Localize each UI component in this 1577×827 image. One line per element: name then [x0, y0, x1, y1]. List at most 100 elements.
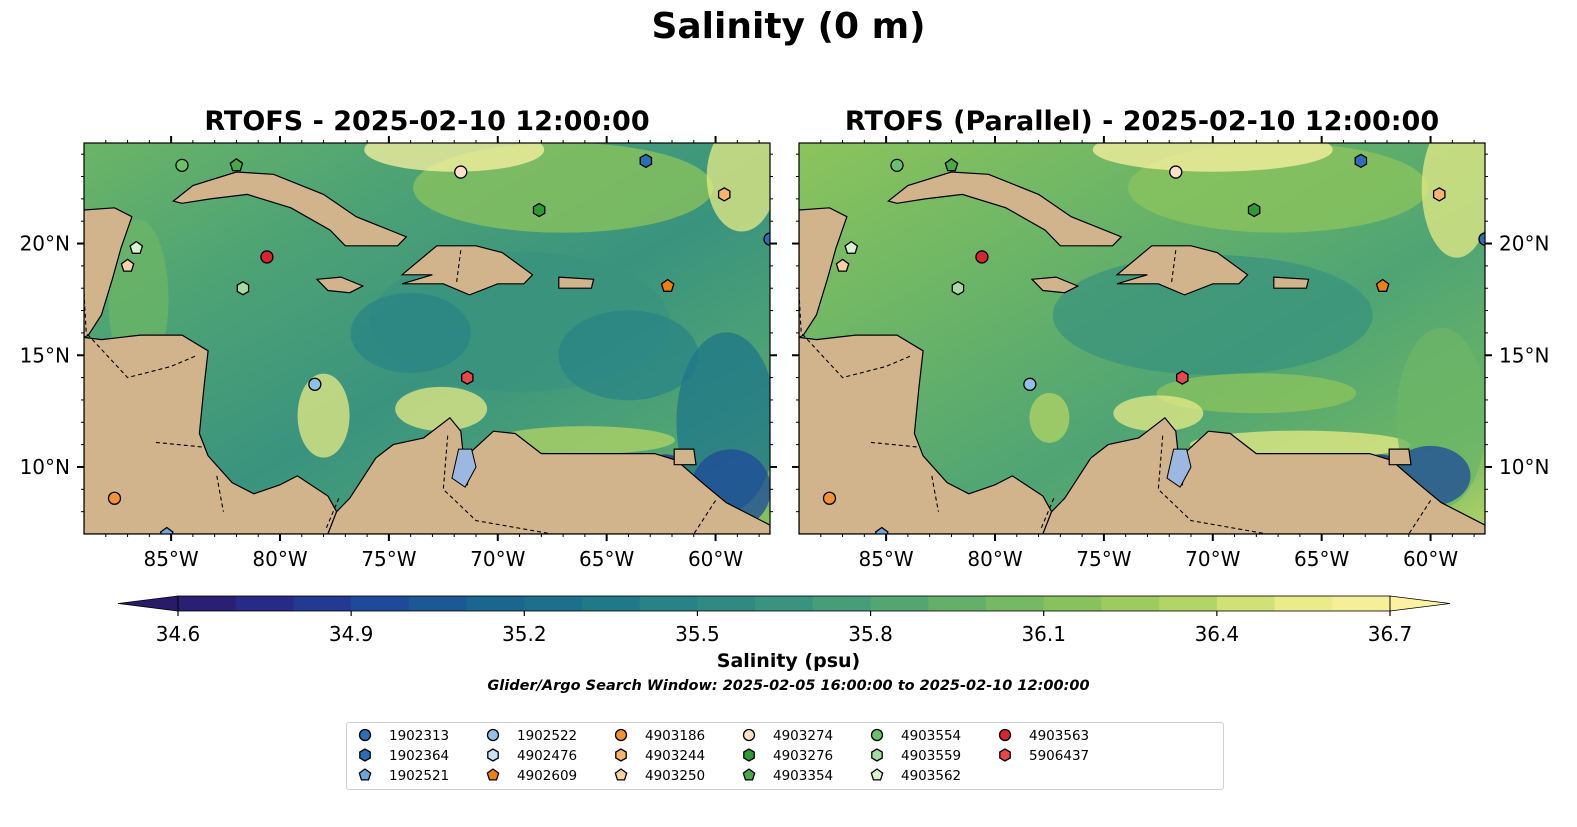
land-samerica — [327, 416, 770, 534]
float-marker-4903354 — [944, 157, 959, 172]
panel-title-right: RTOFS (Parallel) - 2025-02-10 12:00:00 — [844, 106, 1440, 137]
legend-marker-4903354 — [742, 768, 756, 781]
legend-label: 4903250 — [645, 768, 705, 784]
land-hispaniola — [1115, 245, 1249, 296]
float-marker-4903274 — [454, 165, 468, 179]
lat-tick-label: 10°N — [1499, 455, 1549, 479]
lon-tick-label: 80°W — [252, 547, 307, 571]
legend-label: 4903274 — [773, 728, 833, 744]
country-border — [799, 292, 913, 379]
float-marker-4902609 — [1375, 278, 1390, 292]
salinity-patch — [1092, 143, 1333, 172]
float-marker-4903276 — [1247, 202, 1261, 218]
legend-marker-4903250 — [614, 768, 628, 781]
land-puertorico — [558, 276, 595, 289]
legend-label: 1902521 — [389, 768, 449, 784]
lake-maracaibo — [1166, 448, 1192, 488]
colorbar-bin — [812, 596, 872, 611]
country-border — [870, 441, 917, 448]
colorbar-tick-label: 35.5 — [675, 622, 720, 646]
lon-tick-label: 75°W — [361, 547, 416, 571]
colorbar-bin — [639, 596, 699, 611]
country-border — [325, 498, 340, 530]
legend-label: 4903562 — [901, 768, 961, 784]
float-marker-1902522 — [308, 377, 322, 391]
country-border — [455, 250, 462, 284]
country-border — [84, 292, 198, 379]
lon-tick-label: 60°W — [688, 547, 743, 571]
float-marker-5906437 — [461, 370, 474, 385]
colorbar-label: Salinity (psu) — [716, 650, 861, 672]
colorbar-bin — [1216, 596, 1276, 611]
legend-marker-1902364 — [359, 748, 371, 762]
colorbar: 34.6 34.9 35.2 35.5 35.8 36.1 36.4 36.7 — [117, 595, 1451, 646]
float-marker-4903563 — [975, 250, 989, 264]
colorbar-bin — [466, 596, 525, 611]
colorbar-tick-label: 36.4 — [1195, 622, 1240, 646]
colorbar-bin — [1101, 596, 1160, 611]
land-jamaica — [1030, 276, 1080, 294]
colorbar-bin — [408, 596, 468, 611]
colorbar-extend-high — [1389, 595, 1451, 612]
map-frame — [83, 142, 771, 535]
lon-tick-label: 75°W — [1076, 547, 1131, 571]
legend-marker-4903554 — [870, 728, 884, 742]
salinity-patch — [350, 292, 471, 373]
legend-entries: 1902313 1902364 1902521 1902522 4902476 49026… — [358, 728, 1089, 784]
colorbar-bin — [870, 596, 929, 611]
legend-marker-5906437 — [999, 748, 1011, 762]
legend-marker-4903274 — [742, 728, 756, 742]
search-window-note: Glider/Argo Search Window: 2025-02-05 16… — [487, 678, 1090, 694]
legend-marker-1902313 — [358, 728, 372, 742]
land-hispaniola — [400, 245, 534, 296]
lon-tick-label: 60°W — [1403, 547, 1458, 571]
colorbar-bin — [1274, 596, 1333, 611]
land-yucatan — [84, 207, 133, 339]
land-jamaica — [315, 276, 365, 294]
salinity-patch — [1113, 395, 1204, 432]
float-marker-1902364 — [639, 153, 653, 169]
float-marker-4903244 — [1432, 187, 1446, 202]
legend-label: 5906437 — [1029, 748, 1089, 764]
map-panel-rtofs: 85°W 80°W 75°W 70°W 65°W 60°W 20°N 15°N 10°N — [20, 136, 777, 571]
colorbar-frame — [177, 595, 1391, 612]
float-marker-4903250 — [835, 258, 850, 272]
legend-label: 4903354 — [773, 768, 833, 784]
lon-tick-label: 85°W — [858, 547, 913, 571]
float-marker-4903354 — [229, 157, 244, 172]
float-marker-4903559 — [951, 280, 965, 296]
legend-marker-1902521 — [358, 768, 372, 781]
float-marker-4903563 — [260, 250, 274, 264]
colorbar-tick-label: 34.9 — [329, 622, 374, 646]
lat-tick-label: 10°N — [20, 455, 70, 479]
colorbar-bin — [524, 596, 583, 611]
legend-marker-4903276 — [743, 748, 755, 762]
salinity-patch — [706, 143, 770, 232]
legend-label: 4903276 — [773, 748, 833, 764]
lon-tick-label: 65°W — [1294, 547, 1349, 571]
float-marker-1902313 — [1478, 232, 1485, 246]
colorbar-tick-label: 35.2 — [502, 622, 547, 646]
lon-tick-label: 85°W — [143, 547, 198, 571]
float-marker-1902364 — [1354, 153, 1368, 169]
land-cuba — [886, 171, 1123, 247]
legend-marker-4903559 — [871, 748, 883, 762]
legend-marker-4902609 — [486, 768, 500, 781]
colorbar-bin — [1043, 596, 1103, 611]
colorbar-bin — [293, 596, 352, 611]
float-marker-1902521 — [874, 526, 889, 534]
legend-marker-4903186 — [614, 728, 628, 742]
country-border — [1040, 498, 1055, 530]
lon-tick-label: 80°W — [967, 547, 1022, 571]
legend-marker-4903562 — [870, 768, 884, 781]
float-marker-4903276 — [532, 202, 546, 218]
float-marker-4903186 — [822, 491, 837, 505]
map-panel-rtofs-parallel: 85°W 80°W 75°W 70°W 65°W 60°W 20°N 15°N 10°N — [792, 136, 1549, 571]
float-marker-4903274 — [1169, 165, 1183, 179]
colorbar-tick-label: 36.1 — [1021, 622, 1066, 646]
country-border — [216, 475, 224, 512]
legend-label: 4902476 — [517, 748, 577, 764]
colorbar-bin — [1332, 596, 1391, 611]
legend-label: 4903559 — [901, 748, 961, 764]
